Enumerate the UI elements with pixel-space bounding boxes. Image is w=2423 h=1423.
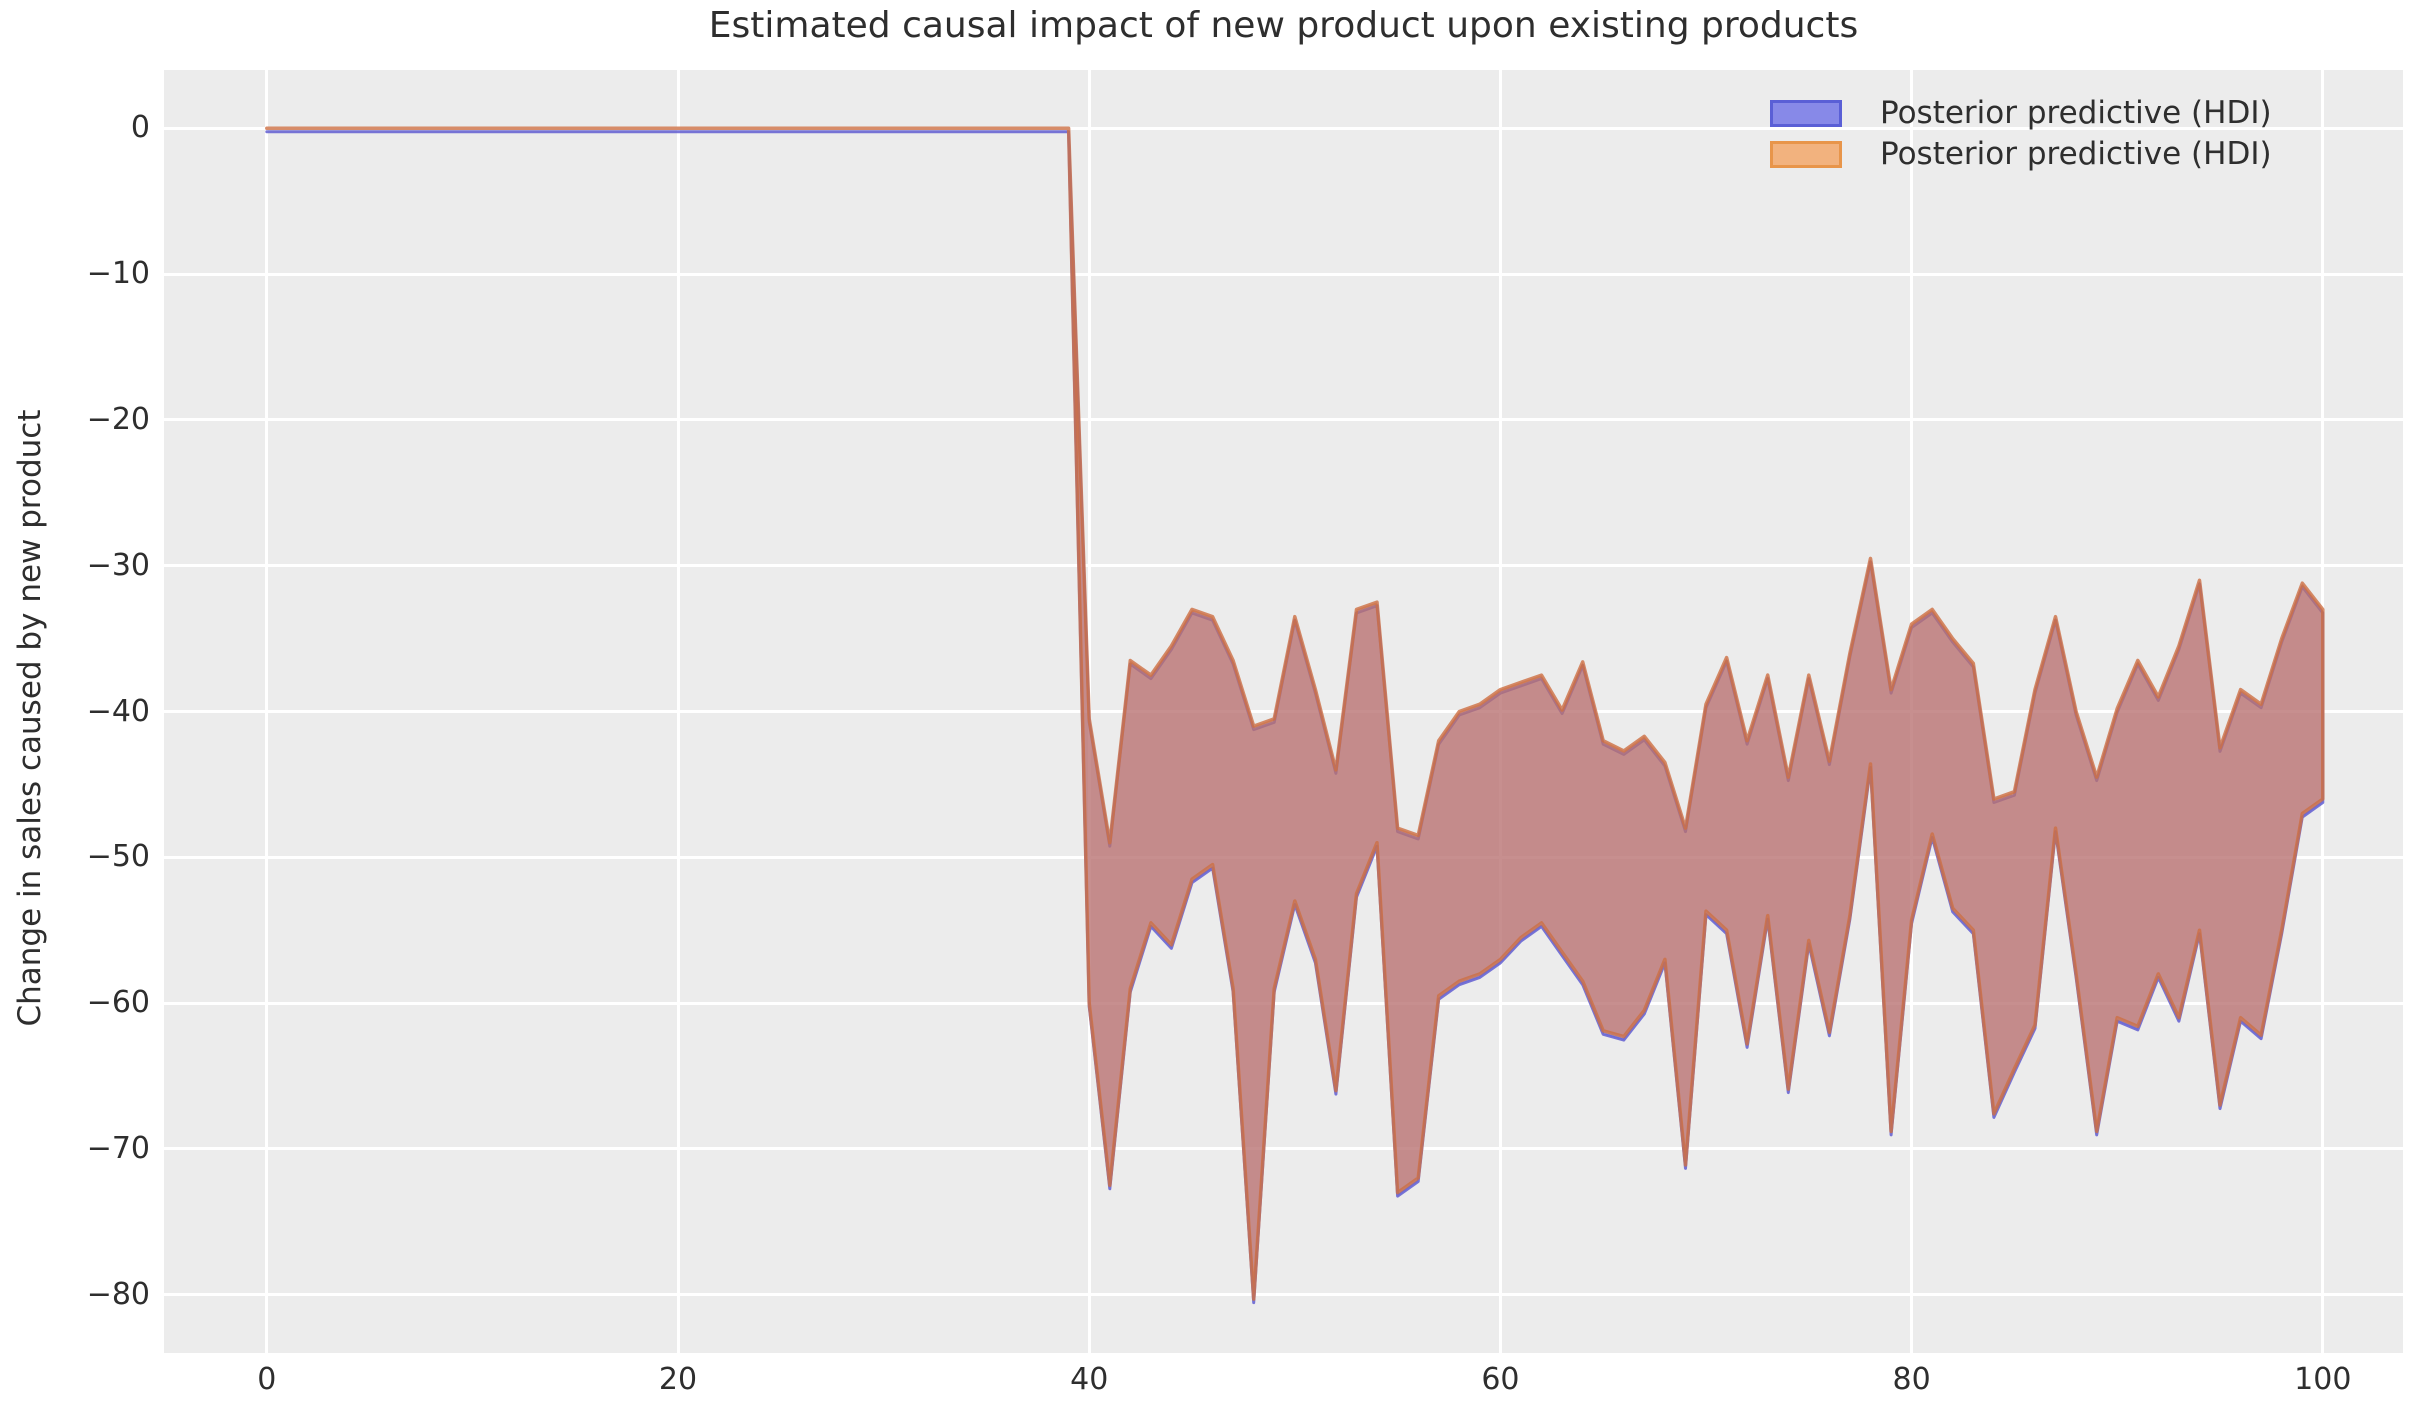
y-tick-label: −40 [86, 693, 150, 729]
chart-title: Estimated causal impact of new product u… [708, 5, 1859, 46]
y-tick-label: −10 [86, 256, 150, 292]
y-gridline [164, 272, 2403, 276]
orange-band-swatch-icon [1770, 140, 1842, 168]
x-tick-label: 100 [2294, 1362, 2352, 1397]
y-gridline [164, 1147, 2403, 1151]
posterior-hdi-band-orange [265, 126, 2325, 1301]
legend-row-orange: Posterior predictive (HDI) [1770, 136, 2272, 172]
y-tick-label: −70 [86, 1130, 150, 1166]
y-tick-label: −60 [86, 985, 150, 1021]
y-gridline [164, 564, 2403, 568]
legend-row-blue: Posterior predictive (HDI) [1770, 95, 2272, 131]
y-tick-label: −50 [86, 839, 150, 875]
y-gridline [164, 126, 2403, 130]
plot-area [164, 70, 2403, 1353]
hdi-band-chart [265, 126, 2325, 1305]
x-tick-label: 80 [1892, 1362, 1931, 1397]
x-tick-label: 20 [658, 1362, 698, 1397]
legend-label-orange: Posterior predictive (HDI) [1880, 136, 2272, 172]
y-gridline [164, 1001, 2403, 1005]
y-tick-label: −30 [86, 547, 150, 583]
x-tick-label: 60 [1481, 1362, 1520, 1397]
blue-band-swatch-icon [1770, 99, 1842, 127]
y-tick-label: −20 [86, 401, 150, 437]
y-tick-label: −80 [86, 1276, 150, 1312]
y-tick-label: 0 [130, 110, 150, 146]
x-tick-label: 40 [1070, 1362, 1109, 1397]
y-gridline [164, 418, 2403, 422]
x-tick-label: 0 [257, 1362, 277, 1397]
legend-label-blue: Posterior predictive (HDI) [1880, 95, 2272, 131]
y-gridline [164, 1293, 2403, 1297]
legend: Posterior predictive (HDI) Posterior pre… [1770, 95, 2272, 172]
